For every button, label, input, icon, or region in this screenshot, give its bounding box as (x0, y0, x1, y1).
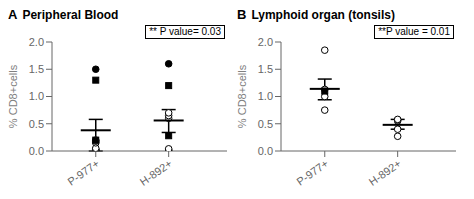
html-text:B Lymphoid organ (tonsils): B Lymphoid organ (tonsils) (237, 7, 395, 22)
svg-text:0.0: 0.0 (29, 145, 44, 157)
html-text:A Peripheral Blood: A Peripheral Blood (8, 7, 119, 22)
svg-text:H-892+: H-892+ (367, 157, 404, 188)
svg-text:2.0: 2.0 (29, 36, 44, 48)
html-text:** P value= 0.03: ** P value= 0.03 (149, 26, 221, 37)
svg-text:1.0: 1.0 (29, 90, 44, 102)
svg-text:% CD8+cells: % CD8+cells (8, 64, 19, 128)
svg-text:P-977+: P-977+ (294, 157, 330, 187)
svg-text:0.0: 0.0 (258, 145, 273, 157)
svg-text:1.0: 1.0 (258, 90, 273, 102)
svg-text:1.5: 1.5 (258, 63, 273, 75)
svg-text:% CD8+cells: % CD8+cells (237, 64, 248, 128)
svg-text:0.5: 0.5 (29, 118, 44, 130)
svg-text:P-977+: P-977+ (65, 157, 101, 187)
svg-text:2.0: 2.0 (258, 36, 273, 48)
svg-text:H-892+: H-892+ (138, 157, 175, 188)
svg-text:1.5: 1.5 (29, 63, 44, 75)
svg-text:0.5: 0.5 (258, 118, 273, 130)
html-text:**P value = 0.01: **P value = 0.01 (378, 26, 450, 37)
